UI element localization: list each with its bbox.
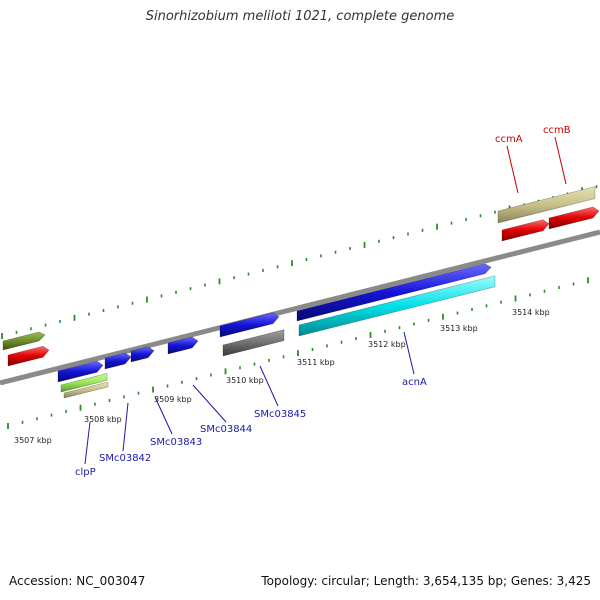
- feature-arrow: [57, 360, 104, 383]
- feature-arrow: [2, 331, 46, 351]
- leader-line: [259, 365, 279, 407]
- gene-label[interactable]: SMc03842: [99, 453, 151, 464]
- leader-line: [154, 396, 173, 435]
- scale-label: 3507 kbp: [14, 436, 52, 445]
- feature-arrow: [501, 219, 550, 242]
- scale-label: 3509 kbp: [154, 395, 192, 404]
- tick-track-lower: [7, 277, 589, 429]
- leader-line: [84, 421, 91, 465]
- scale-label: 3512 kbp: [368, 340, 406, 349]
- feature-arrow: [296, 263, 492, 322]
- gene-label[interactable]: acnA: [402, 377, 427, 388]
- feature-arrow: [167, 336, 199, 355]
- scale-label: 3510 kbp: [226, 376, 264, 385]
- scale-labels: 3507 kbp 3508 kbp 3509 kbp 3510 kbp 3511 kbp…: [14, 308, 550, 445]
- scale-label: 3513 kbp: [440, 324, 478, 333]
- leader-line: [554, 136, 567, 185]
- tick-track-upper: [1, 185, 598, 339]
- gene-label[interactable]: ccmA: [495, 134, 523, 145]
- map-title: Sinorhizobium meliloti 1021, complete ge…: [145, 9, 455, 24]
- feature-block: [497, 186, 596, 224]
- feature-arrow: [219, 312, 280, 338]
- feature-track: [2, 186, 600, 399]
- scale-label: 3514 kbp: [512, 308, 550, 317]
- feature-arrow: [104, 352, 132, 370]
- feature-block: [298, 275, 496, 337]
- label-leaders: [84, 136, 567, 465]
- gene-label[interactable]: SMc03843: [150, 437, 202, 448]
- leader-line: [403, 331, 415, 375]
- leader-line: [506, 145, 519, 194]
- feature-arrow: [7, 345, 50, 367]
- gene-label[interactable]: SMc03845: [254, 409, 306, 420]
- feature-block: [60, 373, 108, 393]
- leader-line: [192, 384, 227, 423]
- scale-label: 3508 kbp: [84, 415, 122, 424]
- gene-label[interactable]: ccmB: [543, 125, 571, 136]
- leader-line: [122, 402, 129, 452]
- accession-text: Accession: NC_003047: [9, 574, 146, 588]
- gene-label[interactable]: SMc03844: [200, 424, 252, 435]
- genome-summary-text: Topology: circular; Length: 3,654,135 bp…: [261, 574, 591, 588]
- genome-backbone: [0, 229, 600, 386]
- feature-block: [63, 381, 109, 399]
- scale-label: 3511 kbp: [297, 358, 335, 367]
- feature-arrow: [130, 346, 155, 363]
- feature-block: [222, 329, 285, 357]
- gene-label[interactable]: clpP: [75, 467, 96, 478]
- feature-arrow: [548, 206, 600, 230]
